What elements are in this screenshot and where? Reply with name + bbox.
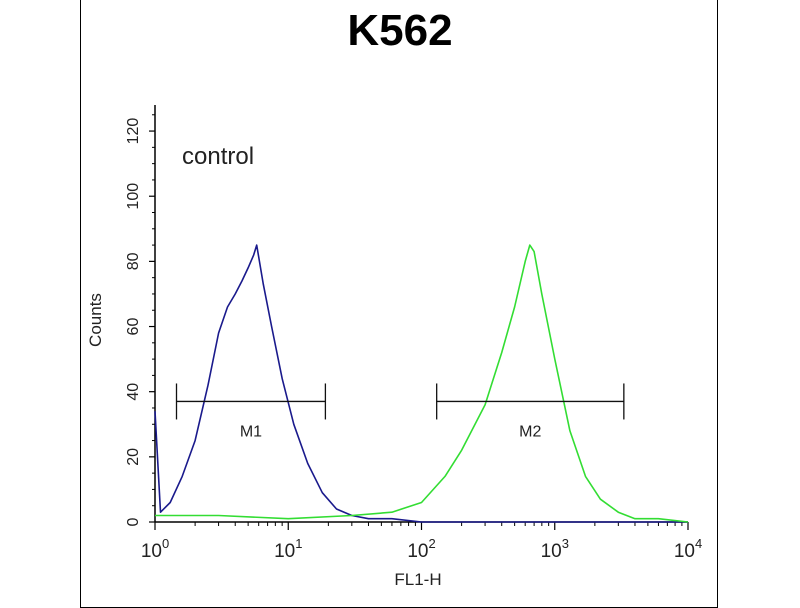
y-tick-label: 0 (125, 517, 142, 526)
y-tick-label: 20 (125, 448, 142, 466)
x-tick-label: 101 (274, 536, 302, 562)
control-histogram-line (154, 244, 688, 523)
y-tick-label: 80 (125, 252, 142, 270)
plot-area: 0 20 40 60 80 100 120 100 101 102 103 104 M1 M2 (125, 105, 702, 562)
x-axis-label: FL1-H (394, 570, 441, 589)
control-annotation: control (182, 143, 254, 170)
gate-label: M1 (240, 423, 262, 440)
x-tick-label: 102 (407, 536, 435, 562)
x-tick-label: 100 (141, 536, 169, 562)
y-tick-label: 40 (125, 383, 142, 401)
x-tick-label: 104 (674, 536, 702, 562)
y-axis-label: Counts (86, 293, 105, 347)
y-tick-label: 60 (125, 318, 142, 336)
y-tick-label: 100 (125, 183, 142, 210)
y-tick-label: 120 (125, 118, 142, 145)
sample-histogram-line (155, 244, 689, 523)
chart-title: K562 (347, 6, 453, 55)
gate-label: M2 (519, 423, 541, 440)
x-tick-label: 103 (541, 536, 569, 562)
